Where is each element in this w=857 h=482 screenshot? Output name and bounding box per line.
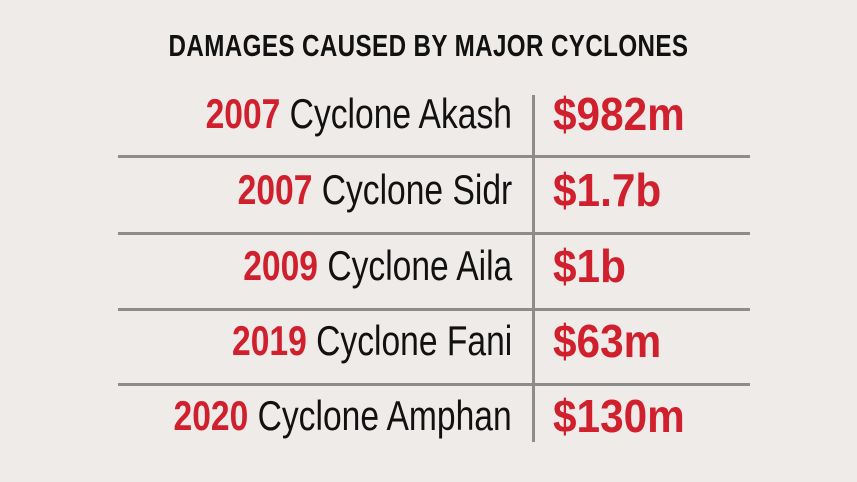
year: 2007	[237, 166, 313, 213]
damage-value: $1b	[553, 240, 626, 292]
cyclone-name: Cyclone Sidr	[321, 166, 512, 213]
cyclone-label: 2007 Cyclone Akash	[206, 90, 512, 138]
table-title: DAMAGES CAUSED BY MAJOR CYCLONES	[168, 28, 689, 63]
cyclone-label: 2019 Cyclone Fani	[232, 317, 512, 365]
damage-value: $130m	[553, 390, 685, 442]
year: 2009	[243, 242, 318, 289]
row-divider	[118, 232, 750, 235]
damage-value: $63m	[553, 315, 662, 367]
cyclone-name: Cyclone Fani	[315, 317, 512, 364]
damage-value: $1.7b	[553, 164, 662, 216]
column-divider	[532, 95, 535, 442]
damage-value: $982m	[553, 88, 685, 140]
table-row: 2009 Cyclone Aila $1b	[0, 234, 857, 309]
cyclone-label: 2020 Cyclone Amphan	[174, 392, 512, 440]
year: 2007	[205, 90, 281, 137]
year: 2019	[231, 317, 307, 364]
row-divider	[118, 155, 750, 158]
cyclone-name: Cyclone Amphan	[257, 392, 512, 439]
cyclone-name: Cyclone Aila	[327, 242, 512, 289]
row-divider	[118, 383, 750, 386]
cyclone-label: 2007 Cyclone Sidr	[237, 166, 512, 214]
table-row: 2019 Cyclone Fani $63m	[0, 309, 857, 384]
cyclone-name: Cyclone Akash	[289, 90, 512, 137]
table-row: 2007 Cyclone Sidr $1.7b	[0, 158, 857, 233]
cyclone-label: 2009 Cyclone Aila	[243, 242, 512, 290]
row-divider	[118, 308, 750, 311]
table-row: 2020 Cyclone Amphan $130m	[0, 384, 857, 459]
table-row: 2007 Cyclone Akash $982m	[0, 82, 857, 157]
year: 2020	[173, 392, 249, 439]
